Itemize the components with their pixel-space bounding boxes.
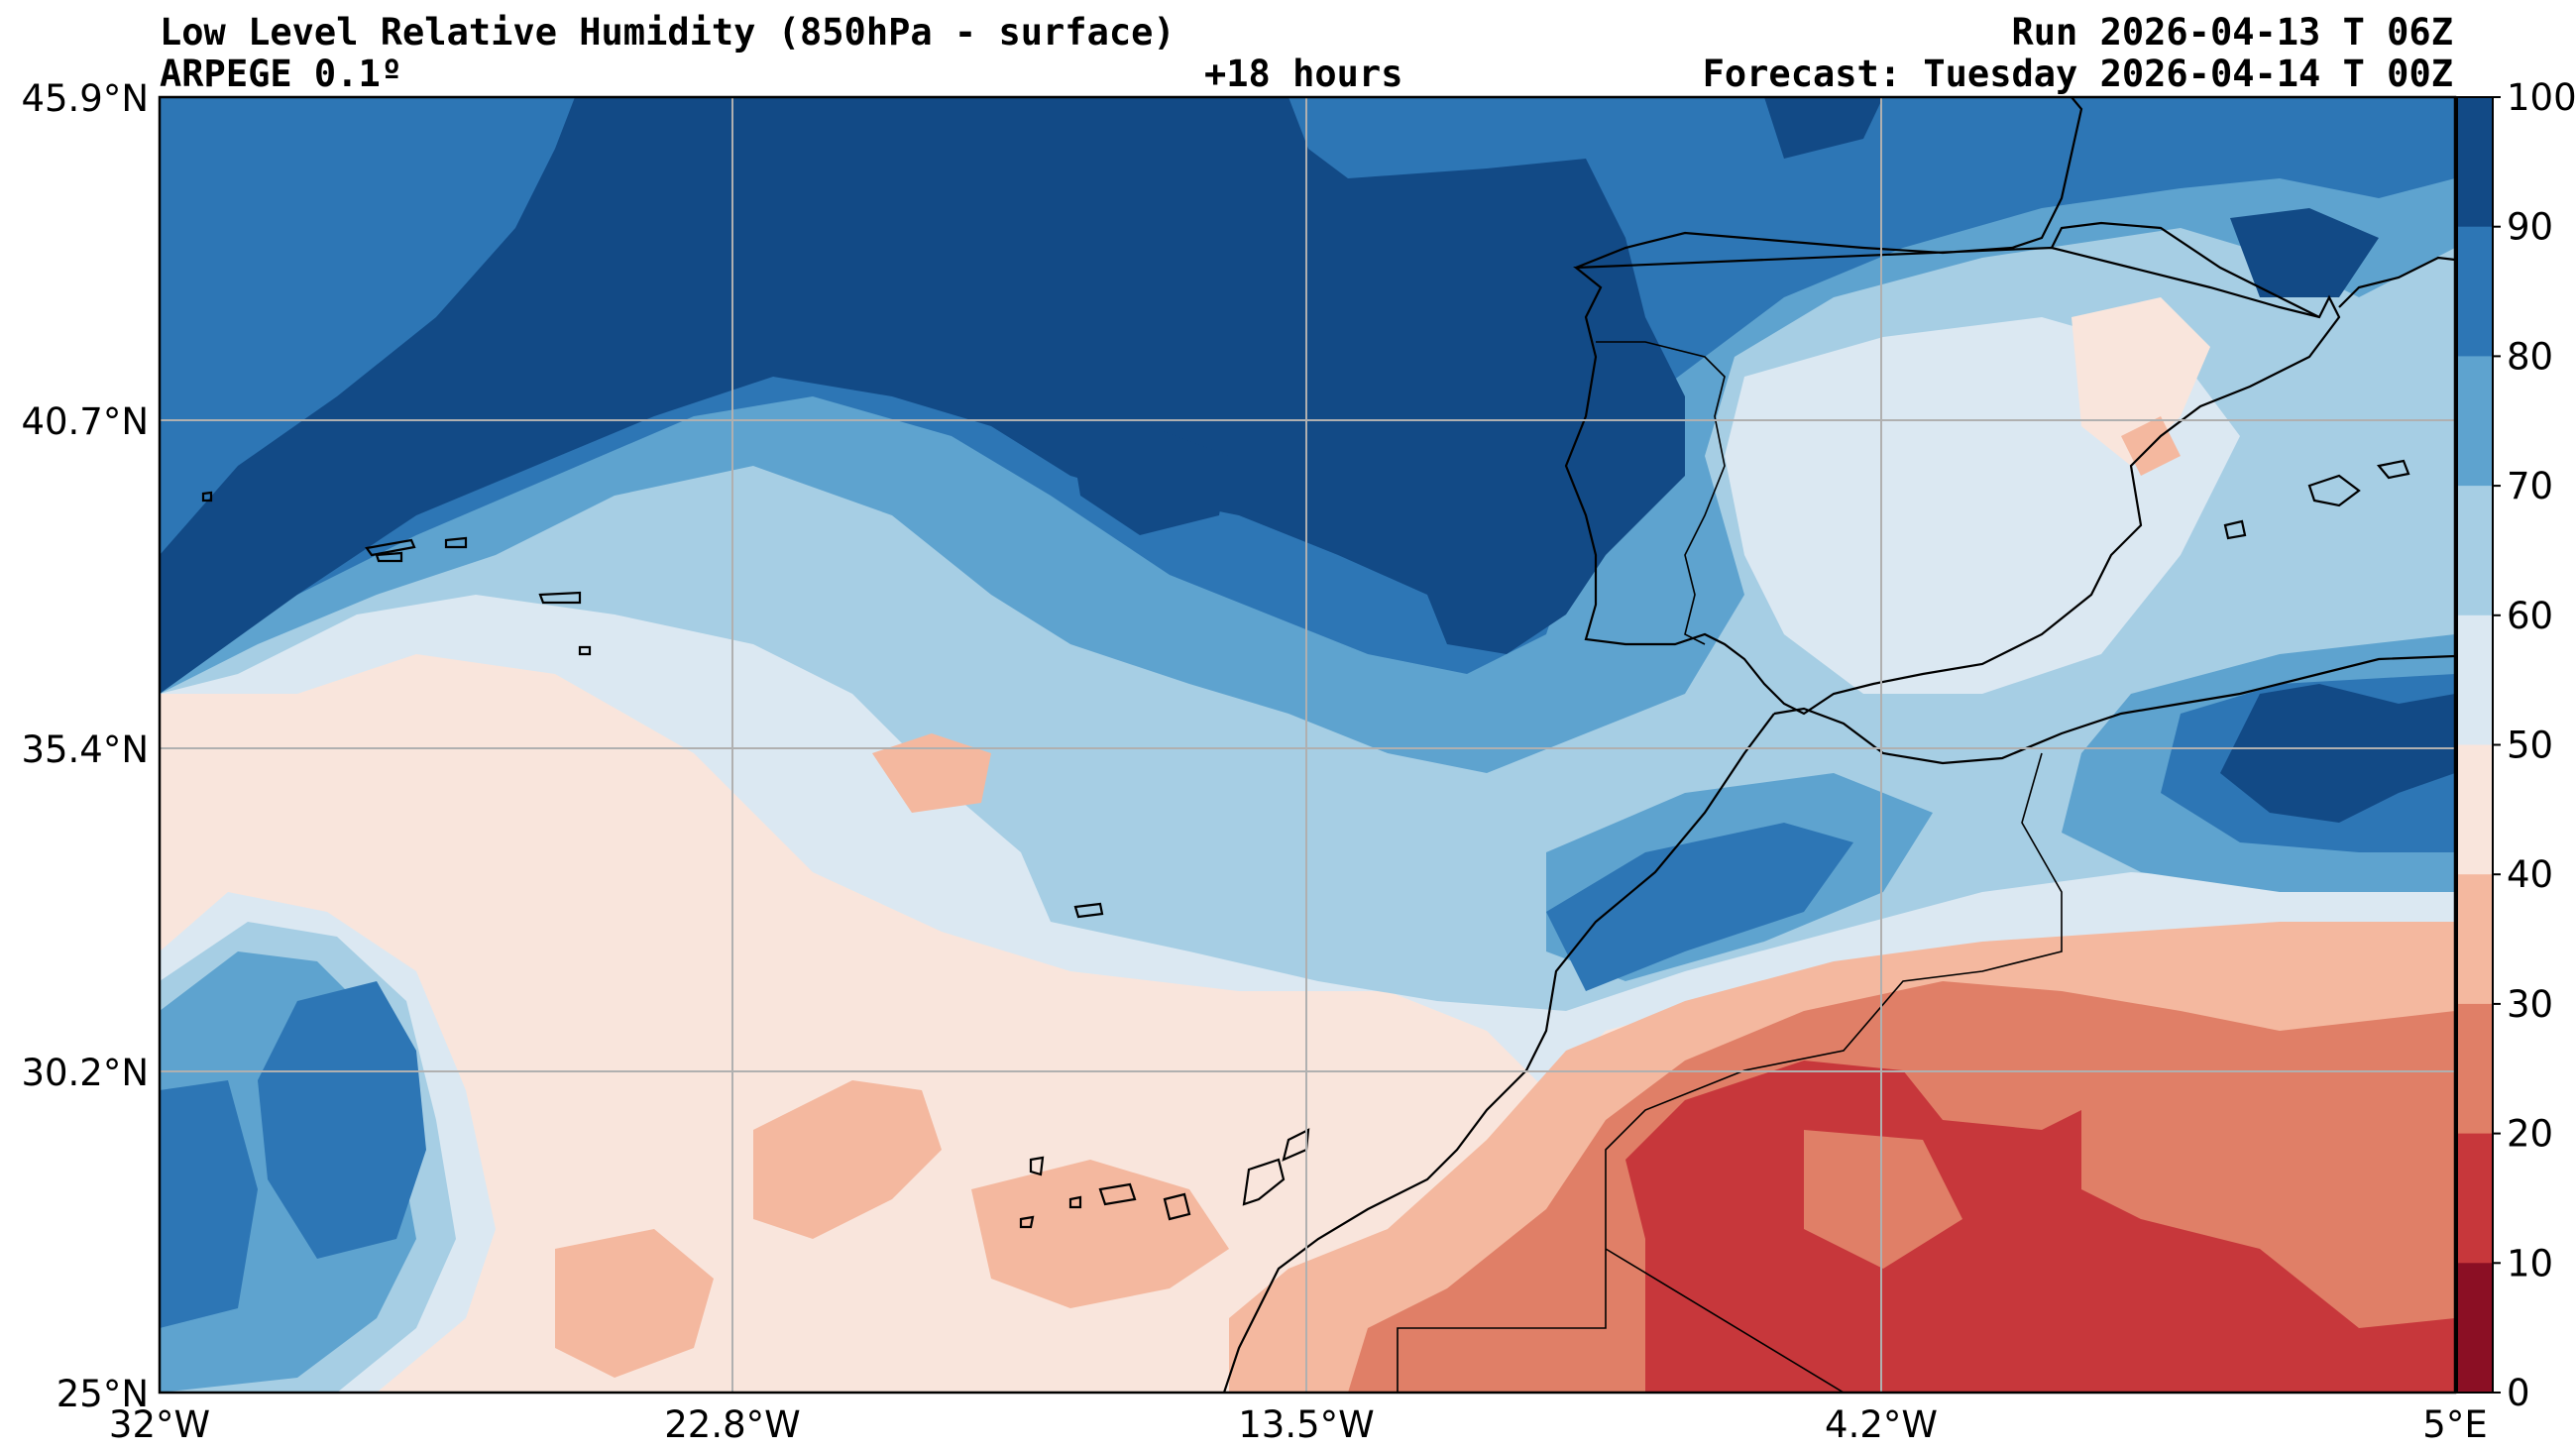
azores-4 xyxy=(444,536,468,549)
colorbar-tick-label: 10 xyxy=(2507,1242,2553,1284)
azores-6 xyxy=(578,645,592,656)
lon-label: 22.8°W xyxy=(664,1403,800,1446)
azores-5 xyxy=(538,591,582,605)
colorbar-tick-label: 90 xyxy=(2507,206,2553,249)
field-90-100 xyxy=(2220,684,2455,823)
colorbar-tick-label: 60 xyxy=(2507,595,2553,637)
lon-labels: 32°W 22.8°W 13.5°W 4.2°W 5°E xyxy=(109,1403,2488,1446)
morocco-coastline xyxy=(1222,713,1775,1393)
colorbar-tick-label: 40 xyxy=(2507,853,2553,896)
lon-label: 4.2°W xyxy=(1825,1403,1938,1446)
colorbar-bin xyxy=(2457,874,2493,1005)
azores-2 xyxy=(365,538,416,557)
iberia-coastline xyxy=(1564,97,2341,716)
field-30-40 xyxy=(872,733,991,813)
mallorca xyxy=(2307,474,2361,507)
field-30-40 xyxy=(971,1160,1229,1308)
lon-label: 13.5°W xyxy=(1238,1403,1374,1446)
lon-label: 5°E xyxy=(2422,1403,2487,1446)
field-90-100 xyxy=(1764,97,1883,159)
colorbar-tick-label: 80 xyxy=(2507,335,2553,378)
colorbar-bin xyxy=(2457,486,2493,616)
colorbar-bin xyxy=(2457,1003,2493,1135)
model-label: ARPEGE 0.1º xyxy=(160,53,403,95)
lon-label: 32°W xyxy=(109,1403,210,1446)
field-40-50 xyxy=(2072,297,2210,466)
colorbar-tick-label: 50 xyxy=(2507,725,2553,767)
azores-3 xyxy=(375,551,403,563)
colorbar-tick-label: 0 xyxy=(2507,1372,2530,1414)
lat-label: 40.7°N xyxy=(21,400,149,443)
canary-hierro xyxy=(1019,1215,1035,1229)
colorbar-bin xyxy=(2457,356,2493,487)
canary-fuerteventura xyxy=(1242,1158,1286,1206)
madeira xyxy=(1073,902,1104,919)
ibiza xyxy=(2223,519,2247,540)
colorbar-bin xyxy=(2457,614,2493,745)
gridlines xyxy=(160,97,2455,1393)
north-africa-coastline xyxy=(1773,654,2455,765)
canary-gomera xyxy=(1068,1195,1082,1209)
colorbar-bin xyxy=(2457,1133,2493,1264)
portugal-spain-border xyxy=(1596,341,1726,645)
colorbar-bin xyxy=(2457,97,2493,228)
field-90-100 xyxy=(2230,208,2379,297)
colorbar-tick-label: 70 xyxy=(2507,465,2553,507)
azores-1 xyxy=(201,491,213,503)
menorca xyxy=(2376,459,2410,480)
colorbar-tick-label: 30 xyxy=(2507,983,2553,1026)
morocco-algeria-border xyxy=(1605,752,2063,1229)
field-80-90 xyxy=(1546,823,1853,991)
western-sahara-border xyxy=(1397,1229,1845,1393)
lead-time-label: +18 hours xyxy=(1204,53,1403,95)
canary-tenerife xyxy=(1098,1182,1137,1206)
field-20-30 xyxy=(1804,1130,1962,1269)
lat-label: 25°N xyxy=(56,1373,149,1415)
lat-label: 30.2°N xyxy=(21,1052,149,1094)
france-coastline xyxy=(2051,221,2455,318)
coastlines xyxy=(201,97,2455,1393)
run-label: Run 2026-04-13 T 06Z xyxy=(2011,11,2453,54)
map-frame xyxy=(158,95,2457,1395)
forecast-label: Forecast: Tuesday 2026-04-14 T 00Z xyxy=(1702,53,2453,95)
field-30-40 xyxy=(753,1080,942,1239)
colorbar-tick-label: 100 xyxy=(2507,76,2576,119)
map-title: Low Level Relative Humidity (850hPa - su… xyxy=(160,11,1176,54)
canary-gran-canaria xyxy=(1163,1192,1191,1221)
lat-label: 35.4°N xyxy=(21,728,149,771)
lat-label: 45.9°N xyxy=(21,77,149,120)
field-90-100 xyxy=(160,97,1685,694)
field-90-100 xyxy=(1070,426,1229,535)
field-80-90 xyxy=(160,1080,258,1328)
lat-labels: 45.9°N 40.7°N 35.4°N 30.2°N 25°N xyxy=(21,77,149,1415)
field-30-40 xyxy=(555,1229,714,1378)
colorbar-bin xyxy=(2457,226,2493,357)
colorbar-bins xyxy=(2457,97,2493,1394)
colorbar-bin xyxy=(2457,744,2493,875)
colorbar-bin xyxy=(2457,1263,2493,1394)
colorbar-tick-label: 20 xyxy=(2507,1113,2553,1156)
field-80-90 xyxy=(258,981,426,1259)
canary-la-palma xyxy=(1029,1156,1045,1176)
